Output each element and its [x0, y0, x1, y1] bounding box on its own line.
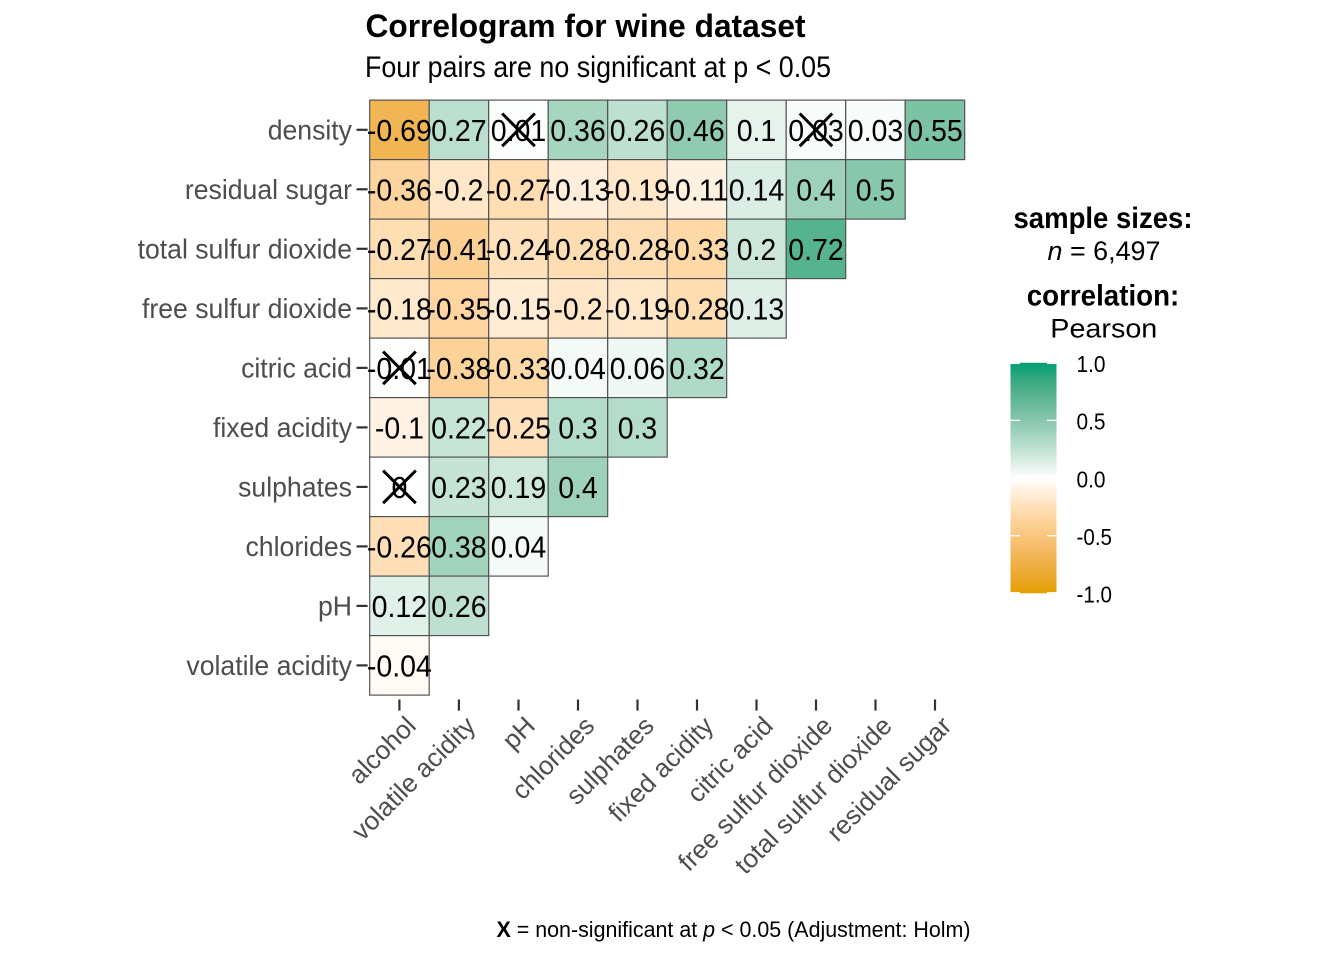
svg-text:-0.33: -0.33 [486, 351, 551, 386]
svg-text:-0.11: -0.11 [666, 172, 729, 207]
svg-text:-0.27: -0.27 [367, 232, 432, 267]
svg-text:-0.35: -0.35 [426, 291, 491, 326]
svg-text:0.5: 0.5 [856, 172, 896, 207]
svg-text:-1.0: -1.0 [1077, 582, 1113, 608]
svg-text:-0.28: -0.28 [605, 232, 670, 267]
svg-text:-0.2: -0.2 [434, 172, 483, 207]
svg-text:0.5: 0.5 [1077, 409, 1106, 435]
svg-text:0.46: 0.46 [669, 113, 725, 148]
svg-text:-0.38: -0.38 [426, 351, 491, 386]
svg-text:citric acid: citric acid [241, 352, 352, 383]
svg-text:0.12: 0.12 [372, 589, 428, 624]
svg-text:Four pairs are no significant: Four pairs are no significant at p < 0.0… [365, 51, 831, 84]
svg-text:Pearson: Pearson [1050, 314, 1157, 344]
svg-text:0.06: 0.06 [610, 351, 666, 386]
svg-text:0.55: 0.55 [907, 113, 963, 148]
svg-text:-0.36: -0.36 [367, 172, 432, 207]
svg-text:0.4: 0.4 [796, 172, 836, 207]
svg-text:0.72: 0.72 [788, 232, 844, 267]
svg-text:1.0: 1.0 [1077, 351, 1106, 377]
svg-text:X = non-significant at p < 0.0: X = non-significant at p < 0.05 (Adjustm… [497, 917, 971, 942]
svg-text:0.2: 0.2 [737, 232, 777, 267]
svg-text:-0.69: -0.69 [367, 113, 432, 148]
svg-text:0.04: 0.04 [491, 529, 547, 564]
svg-text:0.32: 0.32 [669, 351, 725, 386]
svg-text:fixed acidity: fixed acidity [213, 412, 352, 443]
svg-text:-0.19: -0.19 [605, 172, 670, 207]
svg-text:-0.25: -0.25 [486, 410, 551, 445]
svg-text:-0.04: -0.04 [367, 648, 432, 683]
svg-text:-0.28: -0.28 [546, 232, 611, 267]
svg-text:0.22: 0.22 [431, 410, 487, 445]
svg-text:-0.15: -0.15 [486, 291, 551, 326]
svg-text:0.36: 0.36 [550, 113, 606, 148]
svg-text:volatile acidity: volatile acidity [186, 650, 352, 681]
svg-text:-0.27: -0.27 [486, 172, 551, 207]
svg-text:-0.18: -0.18 [367, 291, 432, 326]
svg-text:-0.5: -0.5 [1077, 524, 1113, 550]
svg-text:0.27: 0.27 [431, 113, 487, 148]
svg-text:-0.19: -0.19 [605, 291, 670, 326]
svg-text:-0.13: -0.13 [546, 172, 611, 207]
svg-text:-0.24: -0.24 [486, 232, 551, 267]
svg-text:0.04: 0.04 [550, 351, 606, 386]
svg-text:-0.2: -0.2 [553, 291, 602, 326]
svg-text:sample sizes:: sample sizes: [1014, 202, 1193, 235]
svg-text:0.14: 0.14 [729, 172, 785, 207]
svg-text:-0.28: -0.28 [665, 291, 730, 326]
svg-text:0.26: 0.26 [610, 113, 666, 148]
svg-text:0.26: 0.26 [431, 589, 487, 624]
svg-text:-0.41: -0.41 [426, 232, 491, 267]
svg-text:sulphates: sulphates [238, 471, 352, 502]
svg-text:chlorides: chlorides [246, 531, 353, 562]
svg-text:0.4: 0.4 [558, 470, 598, 505]
svg-text:0.03: 0.03 [848, 113, 904, 148]
svg-text:0.38: 0.38 [431, 529, 487, 564]
svg-text:-0.1: -0.1 [375, 410, 424, 445]
svg-text:0.0: 0.0 [1077, 466, 1106, 492]
svg-text:-0.33: -0.33 [665, 232, 730, 267]
svg-text:0.19: 0.19 [491, 470, 547, 505]
svg-text:n = 6,497: n = 6,497 [1048, 236, 1161, 266]
svg-text:-0.26: -0.26 [367, 529, 432, 564]
svg-text:pH: pH [318, 590, 352, 621]
svg-text:0.1: 0.1 [737, 113, 777, 148]
svg-text:0.13: 0.13 [729, 291, 785, 326]
svg-text:density: density [268, 114, 352, 145]
svg-text:total sulfur dioxide: total sulfur dioxide [138, 233, 352, 264]
svg-text:0.3: 0.3 [558, 410, 598, 445]
svg-text:free sulfur dioxide: free sulfur dioxide [142, 293, 352, 324]
svg-text:0.23: 0.23 [431, 470, 487, 505]
svg-text:0.3: 0.3 [618, 410, 658, 445]
svg-text:residual sugar: residual sugar [185, 174, 352, 205]
svg-text:Correlogram for wine dataset: Correlogram for wine dataset [366, 8, 806, 44]
svg-text:correlation:: correlation: [1027, 280, 1180, 313]
